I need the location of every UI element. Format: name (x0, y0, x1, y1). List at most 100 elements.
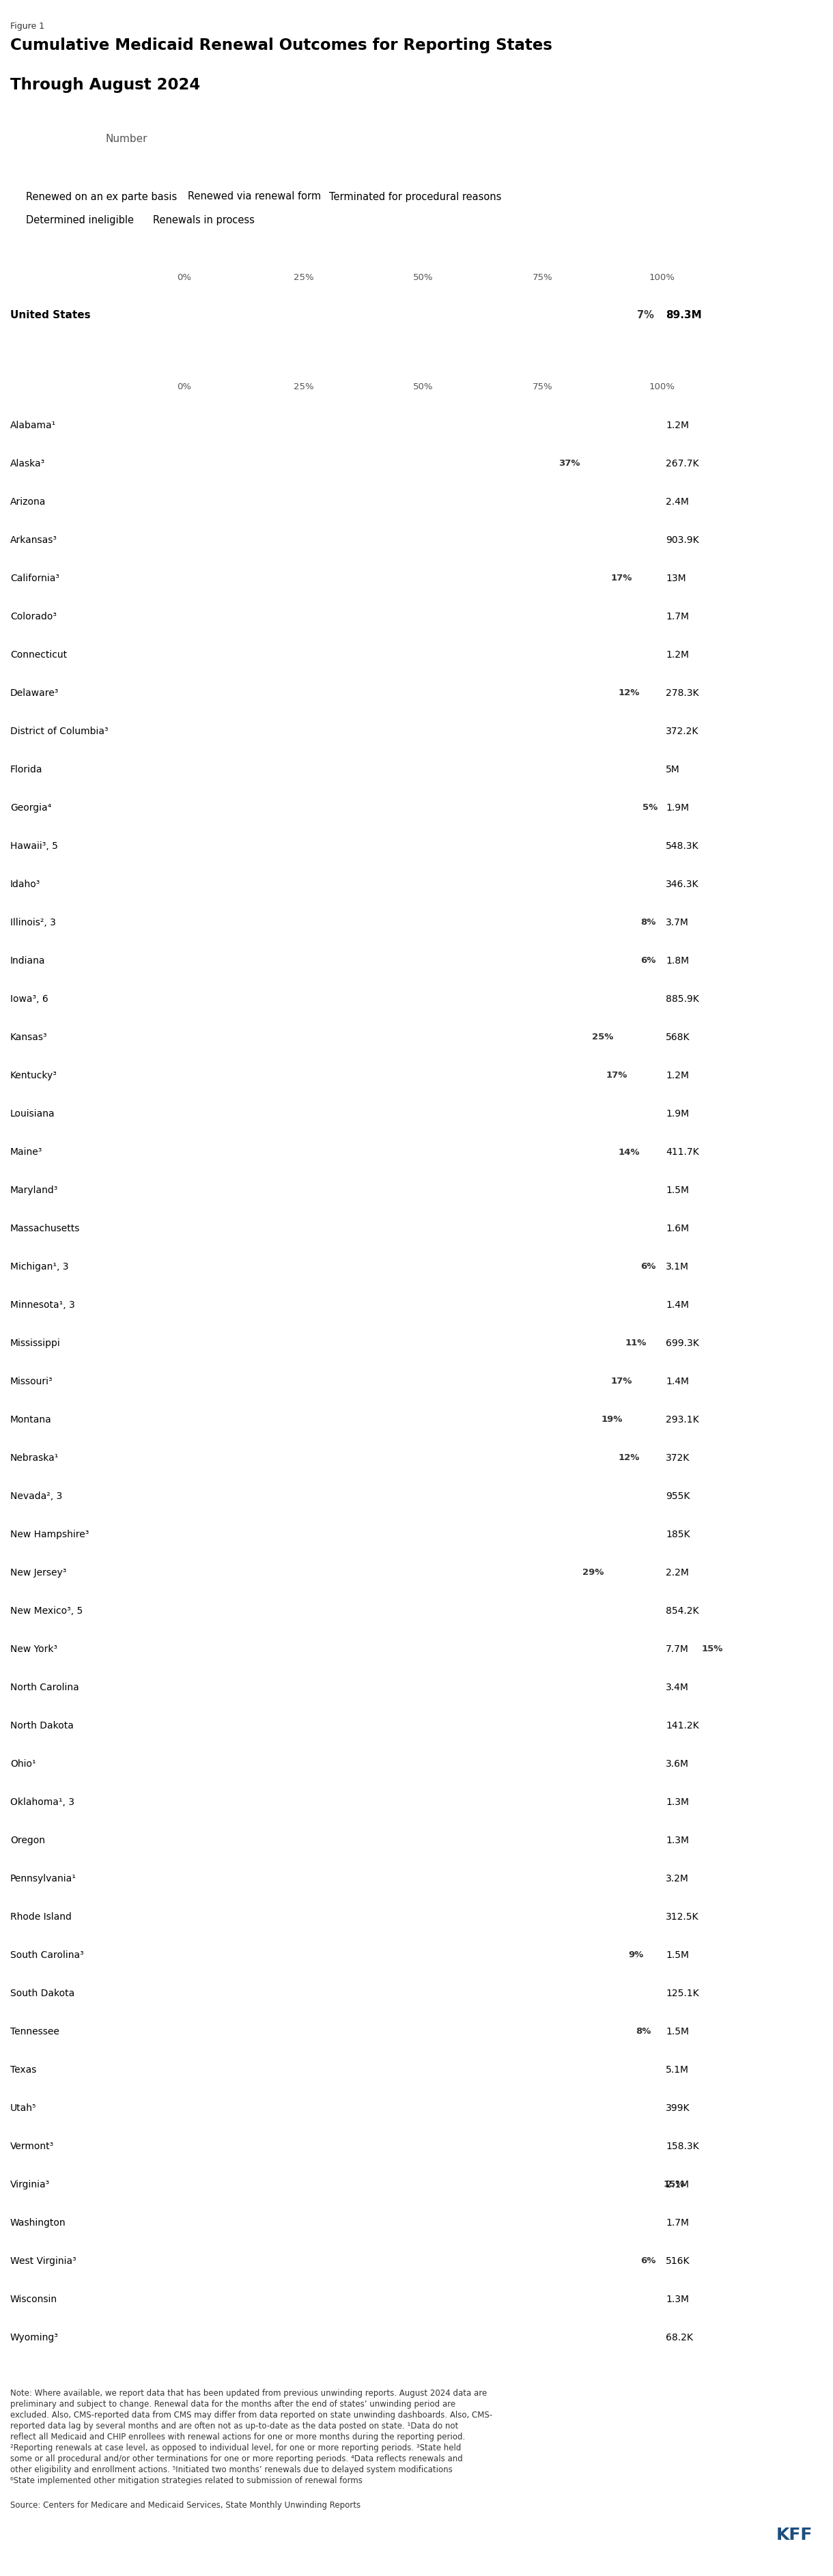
Text: Renewed on an ex parte basis: Renewed on an ex parte basis (26, 191, 177, 201)
Text: 18%: 18% (561, 726, 582, 737)
Text: 30%: 30% (422, 420, 444, 430)
Text: Iowa³, 6: Iowa³, 6 (10, 994, 48, 1005)
Text: Alabama¹: Alabama¹ (10, 420, 56, 430)
Text: Illinois², 3: Illinois², 3 (10, 917, 56, 927)
Text: 48%: 48% (288, 2179, 310, 2190)
Text: 5%: 5% (624, 652, 639, 659)
Text: reported data lag by several months and are often not as up-to-date as the data : reported data lag by several months and … (10, 2421, 458, 2432)
Text: 28%: 28% (355, 613, 377, 621)
Text: 25%: 25% (463, 2179, 484, 2190)
Text: 1.6M: 1.6M (666, 1224, 689, 1234)
Text: 29%: 29% (367, 1721, 389, 1731)
Text: 3.6M: 3.6M (666, 1759, 689, 1770)
Text: 568K: 568K (666, 1033, 690, 1043)
Text: New Jersey³: New Jersey³ (10, 1569, 67, 1577)
Text: 9%: 9% (571, 688, 586, 698)
Text: 26%: 26% (461, 1759, 481, 1770)
Text: 37%: 37% (324, 1989, 346, 1999)
Text: New York³: New York³ (10, 1643, 57, 1654)
Text: 346.3K: 346.3K (666, 878, 699, 889)
Text: 18%: 18% (436, 1530, 458, 1538)
Text: 25%: 25% (334, 881, 355, 889)
Text: Renewed via renewal form: Renewed via renewal form (187, 191, 321, 201)
Text: 55%: 55% (305, 842, 327, 850)
Text: 15%: 15% (616, 2334, 637, 2342)
Text: 5%: 5% (633, 1530, 648, 1538)
Text: ⁶State implemented other mitigation strategies related to submission of renewal : ⁶State implemented other mitigation stra… (10, 2476, 362, 2486)
Text: 46%: 46% (283, 1378, 305, 1386)
Text: 8%: 8% (545, 1682, 560, 1692)
Text: 24%: 24% (470, 1989, 491, 1999)
Text: 7%: 7% (624, 726, 639, 737)
Text: 9%: 9% (547, 1072, 562, 1079)
Text: Tennessee: Tennessee (10, 2027, 59, 2038)
Text: 14%: 14% (618, 765, 640, 775)
Text: Wisconsin: Wisconsin (10, 2295, 57, 2303)
Text: Georgia⁴: Georgia⁴ (10, 804, 52, 811)
Text: 10%: 10% (446, 459, 467, 469)
Text: 17%: 17% (606, 1072, 627, 1079)
Text: 34%: 34% (426, 2334, 448, 2342)
Text: 20%: 20% (222, 1340, 243, 1347)
Text: 955K: 955K (666, 1492, 690, 1502)
Text: 24%: 24% (527, 765, 549, 775)
Text: 1.3M: 1.3M (666, 1837, 689, 1844)
Text: 3.7M: 3.7M (666, 917, 689, 927)
Text: 13%: 13% (448, 1110, 470, 1118)
Text: 65%: 65% (329, 1875, 351, 1883)
Text: 14%: 14% (618, 1224, 640, 1234)
Text: 24%: 24% (231, 613, 252, 621)
Text: 11%: 11% (577, 1950, 599, 1960)
Text: Utah⁵: Utah⁵ (10, 2105, 37, 2112)
Text: 903.9K: 903.9K (666, 536, 699, 546)
Text: 17%: 17% (568, 1185, 590, 1195)
Text: Cumulative Medicaid Renewal Outcomes for Reporting States: Cumulative Medicaid Renewal Outcomes for… (10, 39, 552, 54)
Text: 0%: 0% (177, 273, 192, 281)
Text: 11%: 11% (601, 804, 623, 811)
Text: 18%: 18% (461, 2143, 481, 2151)
Text: 21%: 21% (486, 842, 508, 850)
Text: 22%: 22% (537, 994, 558, 1005)
Text: 17%: 17% (544, 2143, 566, 2151)
Text: reflect all Medicaid and CHIP enrollees with renewal actions for one or more mon: reflect all Medicaid and CHIP enrollees … (10, 2432, 465, 2442)
Text: Terminated for procedural reasons: Terminated for procedural reasons (329, 191, 501, 201)
Text: 15%: 15% (511, 652, 532, 659)
Text: 312.5K: 312.5K (666, 1911, 699, 1922)
Text: Vermont³: Vermont³ (10, 2141, 54, 2151)
Text: 8%: 8% (492, 1911, 507, 1922)
Text: 25%: 25% (233, 2295, 255, 2303)
Text: 37%: 37% (262, 420, 283, 430)
Text: District of Columbia³: District of Columbia³ (10, 726, 108, 737)
Text: 34%: 34% (561, 1492, 582, 1502)
Text: Arizona: Arizona (10, 497, 46, 507)
Text: 17%: 17% (472, 917, 494, 927)
Text: 25%: 25% (592, 1033, 613, 1041)
Text: 22%: 22% (227, 1033, 247, 1041)
Text: 68.2K: 68.2K (666, 2334, 693, 2342)
Text: Connecticut: Connecticut (10, 649, 67, 659)
Text: 9%: 9% (628, 1798, 644, 1806)
Text: 19%: 19% (528, 309, 552, 319)
Text: 29%: 29% (392, 1453, 412, 1463)
Text: 29%: 29% (549, 1530, 571, 1538)
Text: 15%: 15% (701, 1646, 723, 1654)
Text: Minnesota¹, 3: Minnesota¹, 3 (10, 1301, 75, 1309)
Text: 5%: 5% (624, 1185, 639, 1195)
Text: Note: Where available, we report data that has been updated from previous unwind: Note: Where available, we report data th… (10, 2388, 487, 2398)
Text: 16%: 16% (609, 613, 630, 621)
Text: 15%: 15% (496, 1453, 517, 1463)
Text: 7%: 7% (638, 497, 653, 507)
Text: 16%: 16% (613, 2066, 635, 2074)
Text: 38%: 38% (384, 2295, 406, 2303)
Text: 1.3M: 1.3M (666, 2295, 689, 2303)
Text: 5%: 5% (643, 2105, 658, 2112)
Text: 89.3M: 89.3M (666, 309, 701, 319)
Text: 9%: 9% (633, 842, 648, 850)
Text: 9%: 9% (614, 994, 629, 1005)
Text: 100%: 100% (650, 273, 676, 281)
Text: Figure 1: Figure 1 (10, 21, 44, 31)
Text: excluded. Also, CMS-reported data from CMS may differ from data reported on stat: excluded. Also, CMS-reported data from C… (10, 2411, 492, 2419)
Text: 26%: 26% (436, 1607, 458, 1615)
Text: 32%: 32% (250, 994, 272, 1005)
Text: 12%: 12% (561, 1453, 582, 1463)
